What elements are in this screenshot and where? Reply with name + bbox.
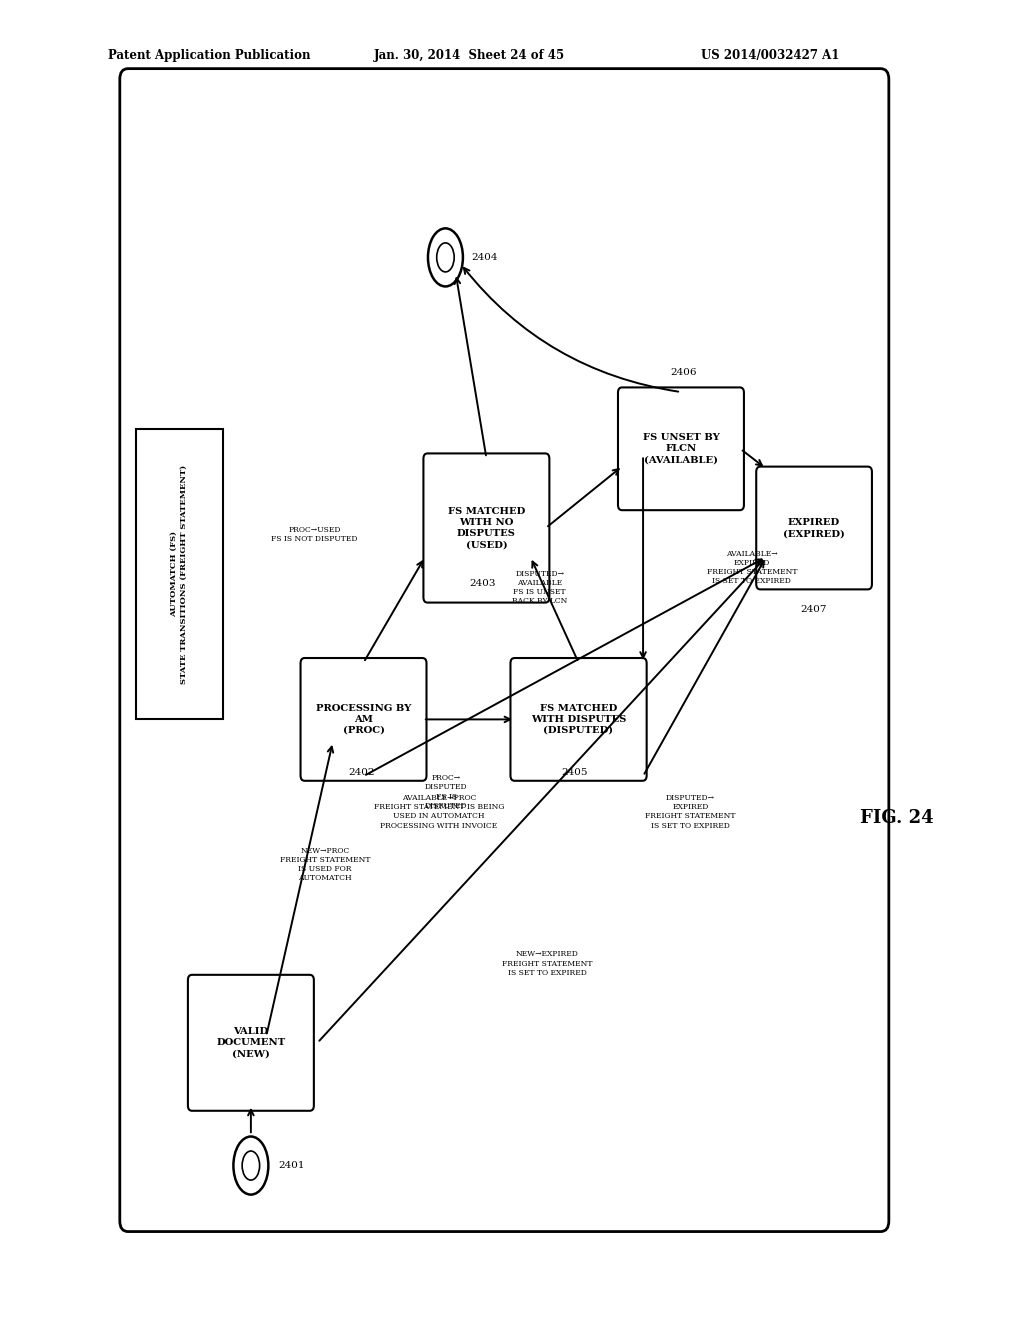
Text: DISPUTED→
EXPIRED
FREIGHT STATEMENT
IS SET TO EXPIRED: DISPUTED→ EXPIRED FREIGHT STATEMENT IS S… xyxy=(645,795,735,829)
Text: US 2014/0032427 A1: US 2014/0032427 A1 xyxy=(701,49,840,62)
Text: NEW→PROC
FREIGHT STATEMENT
IS USED FOR
AUTOMATCH: NEW→PROC FREIGHT STATEMENT IS USED FOR A… xyxy=(280,847,370,882)
FancyBboxPatch shape xyxy=(424,454,549,602)
Text: AUTOMATCH (FS)
STATE TRANSITIONS (FREIGHT STATEMENT): AUTOMATCH (FS) STATE TRANSITIONS (FREIGH… xyxy=(170,465,188,684)
Text: 2405: 2405 xyxy=(561,768,588,776)
Text: FS UNSET BY
FLCN
(AVAILABLE): FS UNSET BY FLCN (AVAILABLE) xyxy=(642,433,720,465)
Text: FIG. 24: FIG. 24 xyxy=(860,809,934,828)
Text: PROCESSING BY
AM
(PROC): PROCESSING BY AM (PROC) xyxy=(315,704,412,735)
Text: FS MATCHED
WITH DISPUTES
(DISPUTED): FS MATCHED WITH DISPUTES (DISPUTED) xyxy=(530,704,627,735)
Text: AVAILABLE→PROC
FREIGHT STATEMENT IS BEING
USED IN AUTOMATCH
PROCESSING WITH INVO: AVAILABLE→PROC FREIGHT STATEMENT IS BEIN… xyxy=(374,795,504,829)
FancyBboxPatch shape xyxy=(120,69,889,1232)
Text: 2402: 2402 xyxy=(348,768,375,776)
Text: 2404: 2404 xyxy=(471,253,498,261)
Text: Jan. 30, 2014  Sheet 24 of 45: Jan. 30, 2014 Sheet 24 of 45 xyxy=(374,49,565,62)
Ellipse shape xyxy=(242,1151,260,1180)
Text: FS MATCHED
WITH NO
DISPUTES
(USED): FS MATCHED WITH NO DISPUTES (USED) xyxy=(447,507,525,549)
FancyBboxPatch shape xyxy=(188,974,313,1111)
FancyBboxPatch shape xyxy=(301,657,426,780)
Text: 2407: 2407 xyxy=(801,606,827,614)
Text: 2406: 2406 xyxy=(671,368,697,376)
Text: EXPIRED
(EXPIRED): EXPIRED (EXPIRED) xyxy=(783,517,845,539)
Text: DISPUTED→
AVAILABLE
FS IS UNSET
BACK BY LCN: DISPUTED→ AVAILABLE FS IS UNSET BACK BY … xyxy=(512,570,567,605)
Text: AVAILABLE→
EXPIRED
FREIGHT STATEMENT
IS SET TO EXPIRED: AVAILABLE→ EXPIRED FREIGHT STATEMENT IS … xyxy=(707,550,797,585)
Text: Patent Application Publication: Patent Application Publication xyxy=(108,49,310,62)
Text: NEW→EXPIRED
FREIGHT STATEMENT
IS SET TO EXPIRED: NEW→EXPIRED FREIGHT STATEMENT IS SET TO … xyxy=(502,950,592,977)
Text: 2403: 2403 xyxy=(469,579,496,587)
FancyBboxPatch shape xyxy=(135,429,222,719)
Text: PROC→USED
FS IS NOT DISPUTED: PROC→USED FS IS NOT DISPUTED xyxy=(271,525,357,544)
Ellipse shape xyxy=(428,228,463,286)
FancyBboxPatch shape xyxy=(756,467,872,589)
Text: PROC→
DISPUTED
FS IS
DISPUTED: PROC→ DISPUTED FS IS DISPUTED xyxy=(425,775,468,809)
Text: VALID
DOCUMENT
(NEW): VALID DOCUMENT (NEW) xyxy=(216,1027,286,1059)
FancyBboxPatch shape xyxy=(618,388,743,510)
Text: 2401: 2401 xyxy=(279,1162,305,1170)
FancyBboxPatch shape xyxy=(510,657,647,780)
Ellipse shape xyxy=(436,243,455,272)
Ellipse shape xyxy=(233,1137,268,1195)
